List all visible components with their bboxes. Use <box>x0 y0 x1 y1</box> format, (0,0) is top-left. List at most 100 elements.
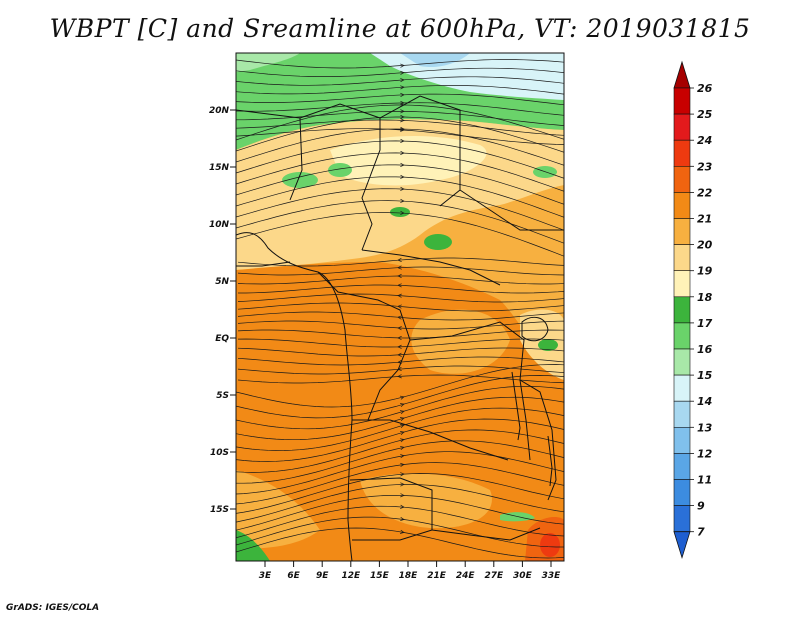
colorbar-label: 15 <box>697 369 713 382</box>
streamline-arrow <box>397 257 402 263</box>
streamline-arrow <box>399 417 405 422</box>
colorbar-label: 26 <box>697 82 713 95</box>
streamline-arrow <box>397 273 402 279</box>
colorbar-swatch <box>673 479 691 506</box>
lon-label: 21E <box>427 571 447 581</box>
streamline <box>236 164 564 205</box>
streamline-arrow <box>397 344 402 349</box>
streamline <box>237 266 564 276</box>
coastline-west <box>236 232 353 561</box>
lon-label: 12E <box>341 571 361 581</box>
lake-victoria <box>521 316 549 342</box>
lon-label: 24E <box>456 571 476 581</box>
lon-label: 15E <box>370 571 390 581</box>
colorbar-bottom-arrow <box>673 531 691 560</box>
streamline <box>237 338 564 348</box>
colorbar-top-arrow <box>673 60 691 89</box>
streamline <box>237 356 564 366</box>
lat-label: 15N <box>209 163 230 173</box>
field-lighter-patch <box>411 309 510 374</box>
lat-label: EQ <box>215 334 229 344</box>
streamline <box>236 176 564 218</box>
map-frame <box>235 52 565 562</box>
field-hot-core <box>540 533 560 557</box>
streamline <box>237 347 564 357</box>
streamline <box>237 320 564 330</box>
latitude-axis: 20N 15N 10N 5N EQ 5S 10S 15S <box>209 106 236 515</box>
streamline <box>236 128 564 145</box>
streamline-arrow <box>397 283 402 288</box>
streamline <box>236 375 564 419</box>
border <box>431 527 541 541</box>
streamline-arrow <box>397 374 402 379</box>
streamline-arrow <box>397 265 402 270</box>
border <box>409 321 531 461</box>
streamline-arrow <box>400 150 405 156</box>
colorbar-label: 21 <box>697 213 712 226</box>
streamline-arrow <box>400 431 405 435</box>
streamline-arrow <box>400 462 405 467</box>
lat-label: 15S <box>210 505 229 515</box>
colorbar-swatch <box>673 218 691 245</box>
lat-label: 5N <box>215 277 229 287</box>
streamline <box>236 111 564 126</box>
streamline-arrow <box>400 138 405 144</box>
streamline <box>236 407 564 451</box>
streamline <box>236 152 564 192</box>
streamline <box>236 104 564 141</box>
lat-label: 5S <box>216 391 229 401</box>
streamline-arrow <box>397 335 402 341</box>
colorbar-label: 12 <box>697 447 713 460</box>
border <box>349 477 433 541</box>
streamline-arrow <box>397 326 402 331</box>
lon-label: 27E <box>484 571 504 581</box>
longitude-axis: 3E 6E 9E 12E 15E 18E 21E 24E 27E 30E 33E <box>259 561 561 581</box>
streamline-arrow <box>400 438 405 443</box>
streamline-arrow <box>400 210 405 215</box>
border <box>317 271 411 421</box>
streamline-arrow <box>400 174 405 179</box>
streamline-arrow <box>400 482 405 487</box>
lat-label: 10N <box>209 220 230 230</box>
streamline-arrow <box>400 395 405 400</box>
border <box>379 95 461 207</box>
colorbar-swatch <box>673 139 691 167</box>
streamline-arrow <box>400 493 405 498</box>
border <box>352 419 509 461</box>
streamline <box>236 128 564 166</box>
border <box>361 249 501 286</box>
colorbar-swatch <box>673 426 691 454</box>
streamline-arrow <box>400 109 405 114</box>
streamline-arrow <box>397 293 402 298</box>
streamline <box>236 188 564 231</box>
streamline-arrow <box>400 63 405 68</box>
lat-label: 10S <box>210 448 229 458</box>
border <box>236 103 381 251</box>
field-lighter-patch-2 <box>236 470 320 549</box>
streamline <box>237 293 564 303</box>
colorbar-swatch <box>673 87 691 115</box>
streamline <box>236 494 564 531</box>
streamline <box>236 516 564 548</box>
streamline-arrow <box>400 70 405 75</box>
streamline-arrow <box>400 85 405 90</box>
streamline-arrow <box>400 162 405 168</box>
streamline-arrow <box>400 78 405 83</box>
lon-label: 30E <box>513 571 533 581</box>
colorbar-swatch <box>673 374 691 402</box>
streamline-arrow <box>400 454 405 459</box>
colorbar-swatch <box>673 270 691 298</box>
streamline <box>236 418 564 462</box>
colorbar-label: 16 <box>697 343 713 356</box>
streamline <box>236 462 564 505</box>
colorbar-swatch <box>673 505 691 533</box>
credit-label: GrADS: IGES/COLA <box>6 603 100 613</box>
streamline <box>236 527 564 559</box>
lon-label: 3E <box>259 571 272 581</box>
lon-label: 33E <box>542 571 562 581</box>
streamline <box>236 440 564 484</box>
colorbar-label: 20 <box>697 239 713 252</box>
streamline <box>237 275 564 285</box>
colorbar-swatch <box>673 400 691 428</box>
